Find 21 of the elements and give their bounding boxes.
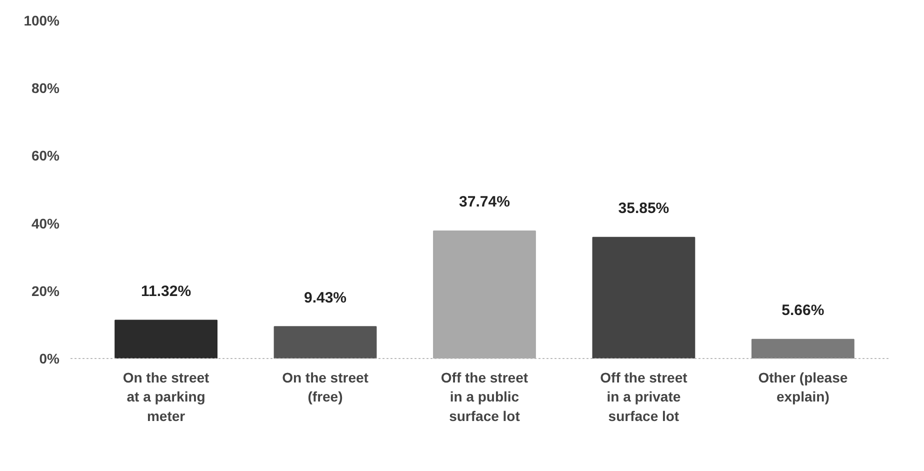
x-tick-label: On the street at a parking meter: [122, 370, 210, 424]
y-tick-label: 100%: [24, 12, 60, 28]
y-tick-label: 40%: [31, 215, 60, 232]
data-label: 37.74%: [459, 194, 510, 211]
y-tick-label: 80%: [31, 80, 60, 96]
x-tick-label: Off the street in a private surface lot: [600, 370, 688, 424]
y-tick-label: 20%: [31, 282, 60, 299]
data-label: 35.85%: [618, 200, 670, 218]
data-label: 11.32%: [141, 282, 192, 300]
data-label: 9.43%: [304, 289, 347, 306]
bar: [274, 326, 377, 358]
bar: [433, 230, 536, 358]
x-tick-label: Off the street in a public surface lot: [440, 370, 528, 424]
bar: [592, 236, 696, 358]
bar: [751, 338, 854, 358]
y-tick-label: 60%: [31, 148, 60, 164]
x-tick-label: On the street (free): [282, 370, 369, 405]
data-label: 5.66%: [782, 302, 824, 320]
y-tick-label: 0%: [39, 350, 60, 366]
x-tick-label: Other (please explain): [758, 370, 848, 405]
bar: [114, 320, 218, 358]
